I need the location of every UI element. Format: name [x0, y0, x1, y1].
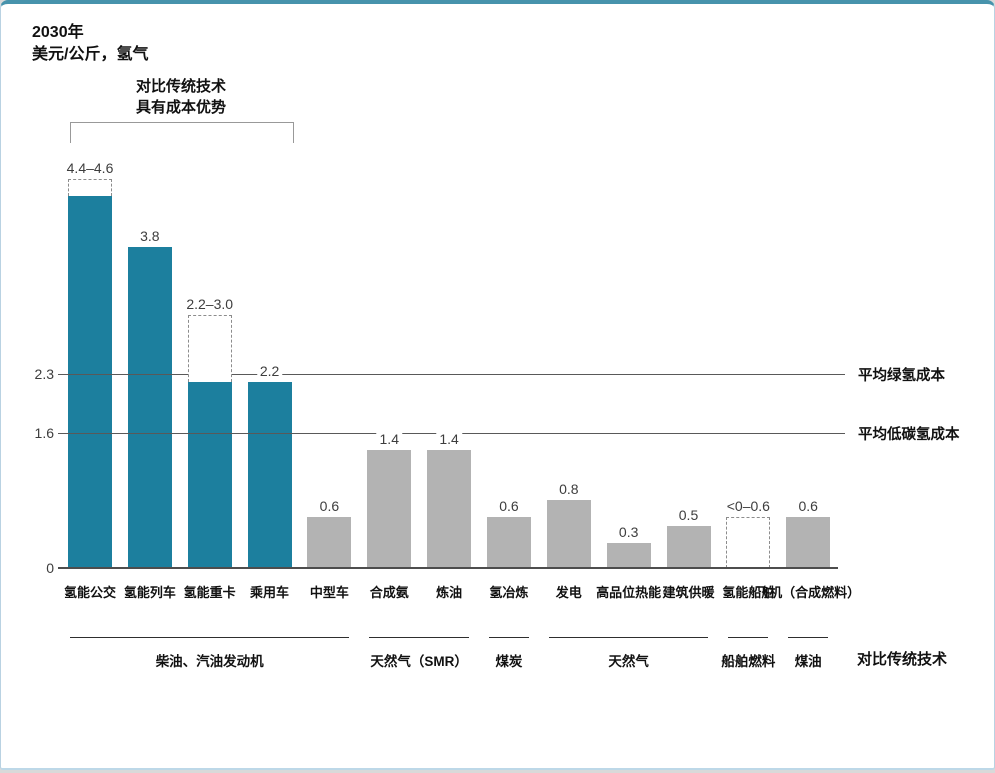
bar-氢冶炼	[486, 517, 531, 568]
bar-category-label: 高品位热能	[596, 585, 662, 600]
x-axis-baseline	[58, 567, 838, 569]
bar-氢能列车	[127, 246, 172, 568]
bar-建筑供暖	[666, 525, 711, 568]
bar-value-label: 2.2	[256, 363, 283, 381]
bar-category-label: 合成氨	[369, 585, 409, 600]
comparison-group-label: 船舶燃料	[721, 654, 776, 669]
bar-category-label: 建筑供暖	[662, 585, 715, 600]
bar-category-label: 氢能重卡	[183, 585, 236, 600]
bar-value-label: 0.6	[496, 498, 522, 516]
dashed-range-box-氢能重卡	[187, 314, 232, 383]
comparison-group-label: 天然气	[608, 654, 649, 669]
comparison-group-label: 煤炭	[495, 654, 523, 669]
bar-发电	[546, 500, 591, 568]
cost-advantage-annotation: 对比传统技术 具有成本优势	[70, 76, 292, 118]
bar-氢能公交	[68, 196, 112, 568]
comparison-group-rule	[728, 637, 769, 638]
annotation-line-1: 对比传统技术	[135, 78, 226, 95]
bar-飞机（合成燃料）	[786, 517, 831, 568]
annotation-line-2: 具有成本优势	[135, 99, 226, 116]
bar-category-label: 氢能列车	[123, 585, 176, 600]
bar-value-label: 0.6	[795, 498, 821, 516]
chart-header: 2030年 美元/公斤，氢气	[32, 22, 148, 66]
reference-tick-label: 2.3	[34, 365, 54, 382]
bar-value-label: 0.5	[675, 506, 702, 524]
bar-value-label: 4.4–4.6	[63, 160, 117, 178]
bar-category-label: 中型车	[309, 585, 349, 600]
comparison-group-rule	[788, 637, 829, 638]
dashed-range-box-氢能船舶	[726, 517, 771, 568]
comparison-group-label: 煤油	[794, 654, 822, 669]
bar-category-label: 氢能船舶	[722, 585, 775, 600]
bar-category-label: 氢冶炼	[489, 585, 529, 600]
bar-氢能重卡	[187, 382, 232, 568]
comparison-group-label: 柴油、汽油发动机	[155, 654, 264, 669]
comparison-group-label: 天然气（SMR）	[370, 654, 468, 669]
bar-category-label: 氢能公交	[63, 585, 117, 600]
bar-合成氨	[367, 449, 412, 568]
comparison-group-rule	[488, 637, 529, 638]
bar-高品位热能	[606, 542, 651, 568]
bar-value-label: 0.3	[615, 523, 642, 541]
bar-value-label: 1.4	[376, 430, 402, 448]
bar-value-label: 2.2–3.0	[183, 295, 237, 313]
bar-value-label: 0.6	[316, 498, 343, 516]
bar-中型车	[307, 517, 352, 568]
bar-value-label: 1.4	[436, 430, 462, 448]
bar-value-label: 0.8	[556, 481, 582, 499]
comparison-axis-label: 对比传统技术	[857, 651, 948, 668]
axis-zero-label: 0	[46, 560, 54, 576]
cost-advantage-bracket	[70, 122, 294, 143]
reference-tick-label: 1.6	[34, 424, 54, 441]
bar-category-label: 发电	[555, 585, 582, 600]
bar-乘用车	[247, 382, 292, 568]
comparison-group-rule	[369, 637, 470, 638]
reference-line-2.3	[58, 373, 845, 375]
reference-name-label: 平均绿氢成本	[858, 367, 945, 384]
chart-year-title: 2030年	[32, 24, 84, 41]
bar-category-label: 炼油	[436, 585, 463, 600]
chart-unit-subtitle: 美元/公斤，氢气	[32, 46, 149, 63]
bar-炼油	[427, 449, 472, 568]
bar-value-label: 3.8	[137, 227, 163, 245]
reference-name-label: 平均低碳氢成本	[858, 426, 960, 443]
comparison-group-rule	[548, 637, 709, 638]
bar-category-label: 飞机（合成燃料）	[756, 585, 861, 600]
comparison-group-rule	[70, 637, 350, 638]
bar-value-label: <0–0.6	[723, 498, 773, 516]
dashed-range-box-氢能公交	[68, 179, 112, 197]
bar-category-label: 乘用车	[250, 585, 290, 600]
